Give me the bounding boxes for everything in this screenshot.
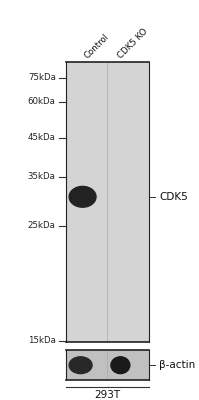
Text: 293T: 293T	[94, 390, 121, 400]
Text: 25kDa: 25kDa	[28, 222, 56, 230]
Text: 75kDa: 75kDa	[28, 74, 56, 82]
Text: 15kDa: 15kDa	[28, 336, 56, 345]
Text: β-actin: β-actin	[159, 360, 195, 370]
Ellipse shape	[69, 357, 92, 374]
Bar	[66, 350, 149, 380]
Text: 60kDa: 60kDa	[28, 98, 56, 106]
Text: CDK5 KO: CDK5 KO	[116, 26, 150, 60]
Text: Control: Control	[83, 32, 111, 60]
Ellipse shape	[69, 186, 96, 207]
Text: 35kDa: 35kDa	[28, 172, 56, 181]
Bar	[66, 62, 149, 342]
Text: CDK5: CDK5	[159, 192, 188, 202]
Ellipse shape	[111, 357, 130, 374]
Text: 45kDa: 45kDa	[28, 134, 56, 142]
